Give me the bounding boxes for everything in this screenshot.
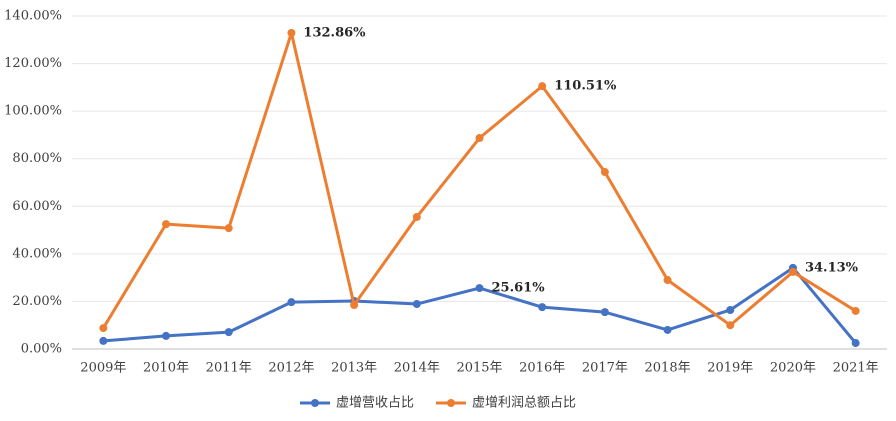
x-tick-label: 2013年 [331,361,377,376]
point [162,331,171,340]
point [600,308,609,317]
value-label: 110.51% [554,79,617,94]
x-tick-label: 2009年 [80,361,126,376]
point [538,82,547,91]
point [412,212,421,221]
y-tick-label: 60.00% [12,199,62,214]
point [538,303,547,312]
point [287,28,296,37]
legend-label: 虚增营收占比 [336,396,414,411]
series-line [103,266,857,345]
x-tick-label: 2010年 [143,361,189,376]
point [412,300,421,309]
point [99,336,108,345]
point [663,276,672,285]
x-tick-label: 2016年 [519,361,565,376]
value-label: 34.13% [805,260,859,275]
point [663,325,672,334]
value-label: 132.86% [303,25,366,40]
point [99,324,108,333]
point [475,284,484,293]
x-tick-label: 2019年 [707,361,753,376]
point [287,298,296,307]
point [851,339,860,348]
point [224,224,233,233]
point [726,305,735,314]
point [788,267,797,276]
point [600,168,609,177]
y-tick-label: 100.00% [4,104,62,119]
value-label: 25.61% [492,281,546,296]
x-tick-label: 2020年 [770,361,816,376]
point [162,220,171,229]
point [475,134,484,143]
x-tick-label: 2018年 [645,361,691,376]
x-tick-label: 2014年 [394,361,440,376]
x-tick-label: 2021年 [833,361,879,376]
series-line [102,31,857,329]
y-tick-label: 0.00% [21,342,62,357]
legend-label: 虚增利润总额占比 [472,396,576,411]
x-tick-label: 2017年 [582,361,628,376]
y-tick-label: 40.00% [12,246,62,261]
y-tick-label: 120.00% [4,56,62,71]
point [726,321,735,330]
y-tick-label: 80.00% [12,151,62,166]
y-tick-label: 20.00% [12,294,62,309]
y-tick-label: 140.00% [4,9,62,24]
point [851,306,860,315]
point [350,300,359,309]
x-tick-label: 2015年 [456,361,502,376]
x-tick-label: 2011年 [206,361,252,376]
point [224,328,233,337]
legend-marker [447,399,456,407]
x-tick-label: 2012年 [268,361,314,376]
legend-marker [311,399,319,407]
